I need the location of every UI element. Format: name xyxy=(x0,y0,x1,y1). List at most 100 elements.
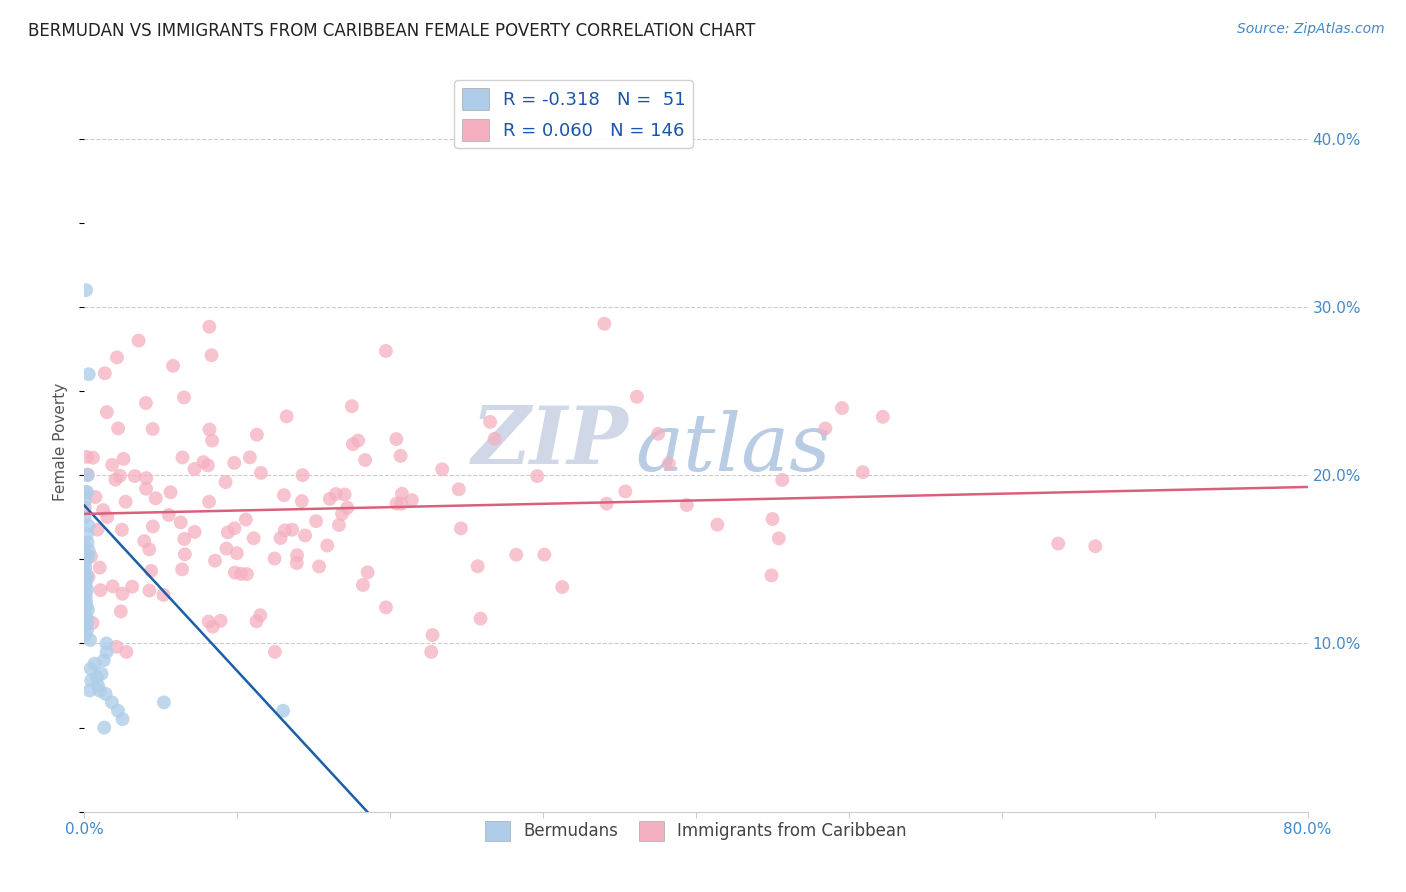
Point xyxy=(138,583,160,598)
Point xyxy=(1047,536,1070,550)
Point xyxy=(271,704,294,718)
Point xyxy=(391,497,413,511)
Point xyxy=(142,422,165,436)
Point xyxy=(101,695,124,709)
Point xyxy=(96,645,118,659)
Point xyxy=(76,569,98,583)
Point xyxy=(768,532,790,546)
Point xyxy=(80,673,103,688)
Point xyxy=(84,490,107,504)
Point xyxy=(96,405,118,419)
Point xyxy=(467,559,489,574)
Point xyxy=(153,695,176,709)
Point xyxy=(225,546,247,560)
Point xyxy=(79,683,101,698)
Point xyxy=(76,611,98,625)
Point xyxy=(432,462,454,476)
Point xyxy=(162,359,184,373)
Point xyxy=(201,619,224,633)
Point xyxy=(79,633,101,648)
Point xyxy=(706,517,728,532)
Point xyxy=(422,628,444,642)
Point xyxy=(76,450,98,464)
Point xyxy=(294,528,316,542)
Point xyxy=(75,594,97,608)
Point xyxy=(217,525,239,540)
Point xyxy=(75,577,97,591)
Y-axis label: Female Poverty: Female Poverty xyxy=(53,383,69,500)
Point xyxy=(76,527,98,541)
Point xyxy=(76,485,98,500)
Point xyxy=(305,514,328,528)
Point xyxy=(75,556,97,570)
Point xyxy=(291,468,314,483)
Point xyxy=(761,568,783,582)
Point xyxy=(246,427,269,442)
Point xyxy=(135,471,157,485)
Point xyxy=(76,616,98,631)
Point xyxy=(159,485,181,500)
Point xyxy=(105,640,128,654)
Point xyxy=(124,469,146,483)
Point xyxy=(80,662,103,676)
Point xyxy=(401,493,423,508)
Point xyxy=(75,599,97,614)
Point xyxy=(87,679,110,693)
Point xyxy=(245,614,267,628)
Point xyxy=(82,615,104,630)
Point xyxy=(193,455,215,469)
Point xyxy=(291,494,314,508)
Point xyxy=(224,521,246,535)
Point xyxy=(80,549,103,564)
Point xyxy=(173,547,195,561)
Point xyxy=(389,449,412,463)
Point xyxy=(391,487,413,501)
Point xyxy=(770,473,793,487)
Point xyxy=(450,521,472,535)
Point xyxy=(157,508,180,522)
Point xyxy=(77,544,100,558)
Point xyxy=(173,391,195,405)
Point xyxy=(198,319,221,334)
Point xyxy=(75,573,97,587)
Point xyxy=(852,465,875,479)
Point xyxy=(73,586,96,600)
Point xyxy=(107,704,129,718)
Point xyxy=(73,500,96,515)
Point xyxy=(77,570,100,584)
Point xyxy=(75,566,97,580)
Point xyxy=(308,559,330,574)
Point xyxy=(551,580,574,594)
Point xyxy=(533,548,555,562)
Point xyxy=(170,516,193,530)
Point xyxy=(354,453,377,467)
Point xyxy=(201,434,224,448)
Point xyxy=(96,636,118,650)
Point xyxy=(626,390,648,404)
Point xyxy=(75,552,97,566)
Point xyxy=(90,666,112,681)
Point xyxy=(139,564,162,578)
Text: BERMUDAN VS IMMIGRANTS FROM CARIBBEAN FEMALE POVERTY CORRELATION CHART: BERMUDAN VS IMMIGRANTS FROM CARIBBEAN FE… xyxy=(28,22,755,40)
Point xyxy=(89,683,111,698)
Point xyxy=(215,541,238,556)
Point xyxy=(479,415,502,429)
Point xyxy=(76,623,98,637)
Point xyxy=(273,488,295,502)
Point xyxy=(270,531,292,545)
Point xyxy=(75,628,97,642)
Point xyxy=(105,351,128,365)
Point xyxy=(352,578,374,592)
Point xyxy=(281,523,304,537)
Point xyxy=(121,580,143,594)
Point xyxy=(77,518,100,533)
Point xyxy=(183,524,205,539)
Point xyxy=(328,518,350,533)
Point xyxy=(204,554,226,568)
Point xyxy=(831,401,853,416)
Point xyxy=(145,491,167,506)
Point xyxy=(814,421,837,435)
Point xyxy=(114,494,136,508)
Point xyxy=(316,539,339,553)
Point xyxy=(76,468,98,483)
